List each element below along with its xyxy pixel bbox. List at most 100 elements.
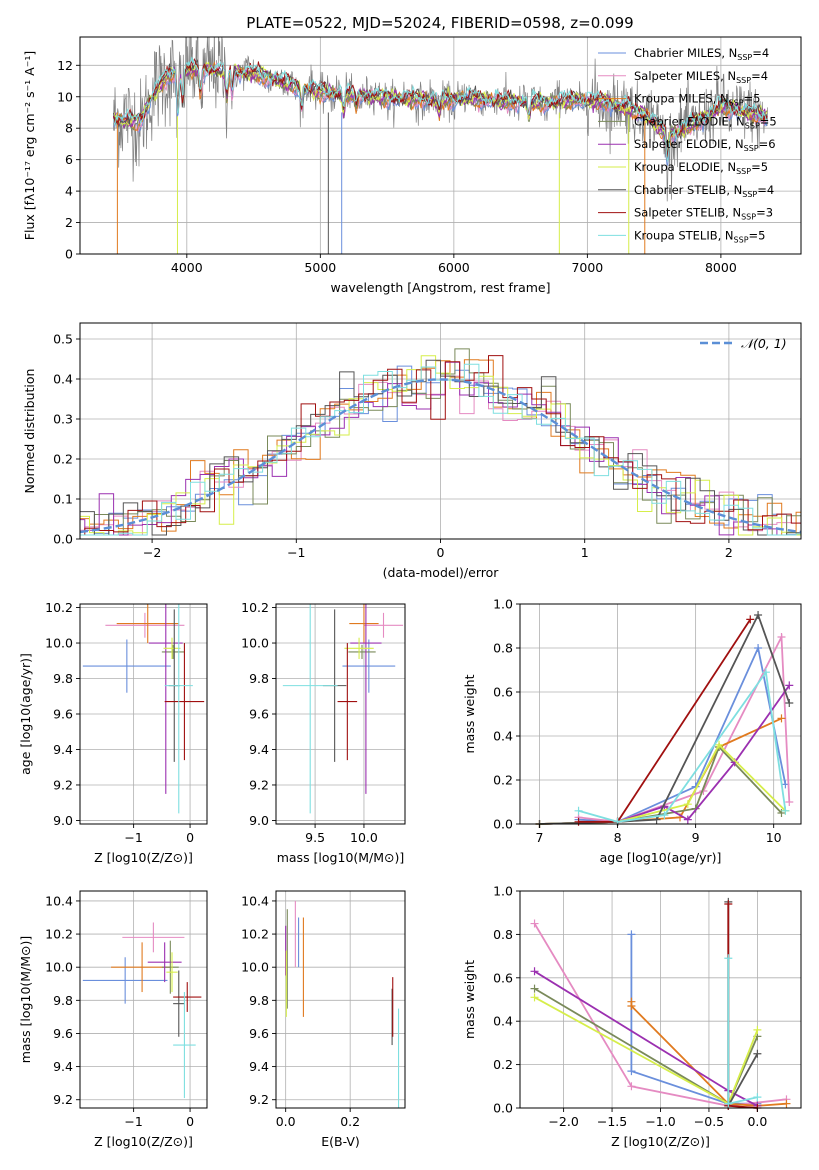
weight-marker-kroupa-stelib [781,806,790,815]
weight-marker-salpeter-elodie [530,967,539,976]
weight-marker-kroupa-elodie [715,740,724,749]
legend-label-chabrier-miles: Chabrier MILES, NSSP=4 [634,46,769,62]
y-tick-label: 0.8 [493,927,513,942]
x-axis-label: Z [log10(Z/Z⊙)] [94,850,193,865]
x-tick-label: 9 [692,830,700,845]
weight-marker-salpeter-elodie [785,681,794,690]
x-tick-label: 10 [766,830,782,845]
legend-label-salpeter-stelib: Salpeter STELIB, NSSP=3 [634,206,773,222]
y-axis-label: mass weight [462,674,477,753]
weight-line-chabrier-stelib [539,612,791,825]
y-tick-label: 9.4 [249,1059,269,1074]
x-axis-label: (data-model)/error [383,565,500,580]
x-tick-label: 0 [186,1114,194,1129]
y-tick-label: 0.6 [493,970,513,985]
residual-hist-kroupa-elodie [80,355,801,536]
axes-frame [79,36,802,255]
y-tick-label: 9.6 [53,1026,73,1041]
y-tick-label: 10.2 [45,600,73,615]
frame-residuals: −2 −1 0 1 2 0.0 0.1 0.2 0.3 0.4 0.5 (data-model)/er… [22,322,802,580]
weight-marker-kroupa-elodie [753,1025,762,1034]
frame-mass-vs-EBV: 0.0 0.2 9.2 9.4 9.6 9.8 10.0 10.2 10.4 E(B-V) [241,890,406,1149]
y-tick-label: 10.4 [45,893,73,908]
y-tick-label: 10.2 [241,927,269,942]
y-tick-label: 10.0 [45,636,73,651]
y-tick-label: 9.2 [53,1092,73,1107]
x-tick-label: 8000 [705,260,737,275]
weight-marker-chabrier-miles [627,930,636,939]
weight-marker-chabrier-elodie [530,984,539,993]
x-axis-label: Z [log10(Z/Z⊙)] [611,1134,710,1149]
weight-marker-salpeter-miles [777,633,786,641]
model-spectrum-kroupa-stelib [112,57,768,162]
axes-frame [79,890,208,1109]
x-axis-label: mass [log10(M/M⊙)] [277,850,405,865]
legend-label-chabrier-stelib: Chabrier STELIB, NSSP=4 [634,183,774,199]
x-tick-label: 10.0 [350,830,378,845]
x-tick-label: 9.5 [305,830,325,845]
residual-hist-salpeter-miles [80,375,801,536]
axes-frame [275,890,406,1109]
axes-weight-vs-age [520,603,801,825]
y-tick-label: 0.2 [493,773,513,788]
x-tick-label: 1 [581,545,589,560]
x-tick-label: 6000 [438,260,470,275]
weight-marker-kroupa-miles [782,1099,791,1108]
y-tick-label: 10.2 [45,927,73,942]
frame-weight-vs-Z: −2.0 −1.5 −1.0 −0.5 0.0 0.0 0.2 0.4 0.6 0.8 1.0 Z [… [462,884,802,1149]
weight-line-chabrier-stelib [727,901,759,1110]
y-tick-label: 2 [65,215,73,230]
y-tick-label: 9.0 [53,813,73,828]
y-tick-label: 0.4 [493,1014,513,1029]
weight-marker-kroupa-elodie [530,993,539,1002]
y-tick-label: 10 [57,89,73,104]
x-tick-label: 8 [614,830,622,845]
legend-label-salpeter-miles: Salpeter MILES, NSSP=4 [634,69,768,85]
y-tick-label: 0.4 [493,729,513,744]
weight-marker-chabrier-miles [627,1067,636,1076]
spectrum-legend: Chabrier MILES, NSSP=4 Salpeter MILES, NS… [598,46,777,244]
errorbars-mass-vs-Z [82,922,202,1099]
gaussian-legend-label: 𝒩(0, 1) [741,336,787,351]
weight-marker-kroupa-stelib [761,668,770,677]
x-tick-label: −1 [287,545,305,560]
y-tick-label: 9.8 [249,671,269,686]
y-tick-label: 9.4 [53,1059,73,1074]
y-tick-label: 1.0 [493,597,513,612]
y-axis-label: Normed distribution [22,369,37,494]
x-axis-label: age [log10(age/yr)] [600,850,722,865]
spectrum-plot [112,37,768,254]
x-tick-label: −1 [124,830,142,845]
x-tick-label: 5000 [304,260,336,275]
y-axis-label: age [log10(age/yr)] [18,653,33,775]
y-tick-label: 12 [57,58,73,73]
weight-line-kroupa-elodie [539,743,787,825]
y-tick-label: 0 [65,247,73,262]
y-tick-label: 0.6 [493,685,513,700]
x-tick-label: 0 [186,830,194,845]
axes-weight-vs-Z [520,890,801,1109]
frame-mass-vs-Z: −1 0 9.2 9.4 9.6 9.8 10.0 10.2 10.4 Z [log10(Z/Z⊙… [18,890,208,1149]
errorbars-age-vs-mass [282,604,404,814]
model-spectrum-salpeter-stelib [112,58,768,158]
weight-line-salpeter-elodie [534,970,758,1107]
x-tick-label: −2 [143,545,161,560]
weight-marker-salpeter-stelib [724,900,733,909]
x-tick-label: 0.0 [747,1114,767,1129]
y-axis-label: mass [log10(M/M⊙)] [18,936,33,1064]
legend-label-kroupa-stelib: Kroupa STELIB, NSSP=5 [634,228,765,244]
model-spectrum-salpeter-elodie [112,62,768,159]
y-tick-label: 9.8 [53,671,73,686]
y-tick-label: 0.0 [493,1101,513,1116]
x-tick-label: −1 [124,1114,142,1129]
weight-marker-kroupa-elodie [683,800,692,809]
residual-hist-chabrier-stelib [80,359,801,536]
x-tick-label: −1.5 [597,1114,627,1129]
y-tick-label: 9.6 [249,707,269,722]
legend-label-kroupa-miles: Kroupa MILES, NSSP=5 [634,92,760,108]
weight-marker-salpeter-elodie [683,815,692,824]
x-axis-label: Z [log10(Z/Z⊙)] [94,1134,193,1149]
frame-spectrum: 4000 5000 6000 7000 8000 0 2 4 6 8 10 12 wavelength … [22,36,802,295]
y-tick-label: 9.2 [249,1092,269,1107]
residual-hist-kroupa-miles [80,359,801,536]
